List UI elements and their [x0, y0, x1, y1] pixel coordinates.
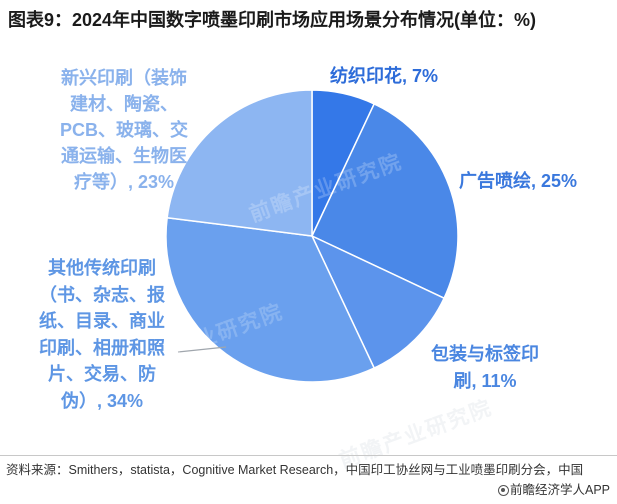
- data-label-other-traditional-printing: 其他传统印刷（书、杂志、报纸、目录、商业印刷、相册和照片、交易、防伪）, 34%: [39, 258, 166, 411]
- pie-slice-emerging-printing: [166, 89, 313, 237]
- footer-divider: [0, 455, 617, 456]
- data-label-advertising-inkjet: 广告喷绘, 25%: [459, 171, 578, 191]
- data-label-packaging-labels: 包装与标签印刷, 11%: [431, 344, 540, 391]
- brand-text: 前瞻经济学人APP: [509, 483, 610, 497]
- leader-line-other-traditional-printing: [177, 346, 227, 353]
- qianzhan-logo-icon: [497, 484, 509, 496]
- pie-slice-packaging-labels: [311, 235, 445, 369]
- data-label-textile-printing: 纺织印花, 7%: [330, 66, 439, 86]
- source-note: 资料来源：Smithers，statista，Cognitive Market …: [6, 463, 584, 477]
- data-label-emerging-printing: 新兴印刷（装饰建材、陶瓷、PCB、玻璃、交通运输、生物医疗等）, 23%: [60, 68, 189, 192]
- brand-credit: 前瞻经济学人APP: [497, 482, 610, 498]
- pie-slice-advertising-inkjet: [311, 103, 459, 299]
- pie-slice-other-traditional-printing: [165, 216, 375, 383]
- chart-title: 图表9：2024年中国数字喷墨印刷市场应用场景分布情况(单位：%): [8, 10, 537, 30]
